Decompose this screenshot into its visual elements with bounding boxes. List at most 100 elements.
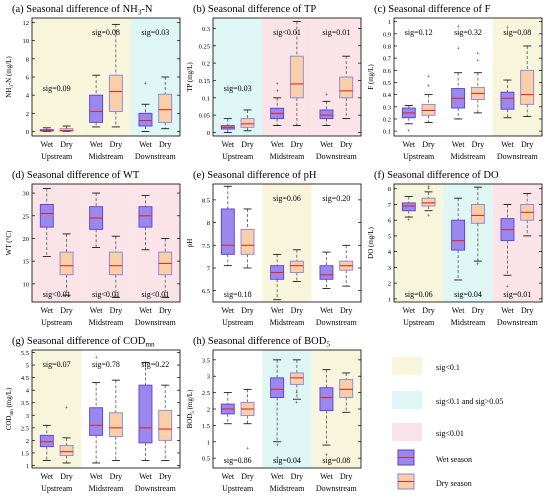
season-label: Wet	[271, 140, 284, 149]
season-label: Wet	[221, 306, 234, 315]
box-body	[451, 219, 466, 251]
significance-label: sig<0.01	[141, 290, 169, 299]
significance-label: sig=0.04	[273, 456, 301, 465]
site-label: Upstream	[403, 152, 435, 161]
box-body	[319, 109, 334, 120]
season-label: Wet	[271, 306, 284, 315]
chart-panel-ph: (e) Seasonal difference of pH 6.5 7 7.5 8 8.5…	[186, 170, 362, 327]
significance-region	[492, 184, 542, 302]
season-label: Dry	[241, 306, 253, 315]
wet-box: ++	[270, 359, 285, 462]
season-label: Wet	[402, 140, 415, 149]
y-tick-label: 0.15	[199, 78, 210, 85]
box-body	[470, 204, 485, 224]
legend-label: Wet season	[436, 455, 472, 464]
y-tick-label: 7.5	[202, 243, 210, 250]
box-body	[59, 251, 74, 276]
y-axis-label: DO (mg/L)	[367, 226, 375, 258]
season-label: Dry	[241, 472, 253, 481]
season-label: Wet	[139, 472, 152, 481]
y-tick-label: 2.5	[21, 425, 29, 432]
outlier-point: +	[275, 89, 279, 95]
y-tick-label: 0.6	[383, 68, 392, 75]
y-tick-label: 0.3	[202, 26, 210, 33]
wet-box	[270, 253, 285, 301]
season-label: Dry	[110, 306, 122, 315]
season-label: Wet	[501, 140, 514, 149]
significance-label: sig=0.06	[405, 290, 433, 299]
y-tick-label: 3.5	[202, 357, 210, 364]
season-label: Wet	[40, 306, 53, 315]
outlier-point: +	[427, 185, 431, 191]
y-tick-label: 4	[26, 93, 30, 100]
y-tick-label: 15	[23, 259, 30, 266]
box-body	[138, 206, 153, 228]
dry-box	[520, 45, 535, 117]
box-body	[59, 444, 74, 456]
box-body	[339, 76, 354, 99]
dry-box	[339, 55, 354, 120]
box-body	[240, 228, 255, 255]
box-body	[289, 260, 304, 273]
outlier-point: +	[295, 391, 299, 397]
wet-box	[220, 185, 235, 267]
season-label: Wet	[221, 140, 234, 149]
site-label: Downstream	[135, 152, 177, 161]
wet-box: +	[319, 369, 334, 459]
y-tick-label: 2	[26, 438, 29, 445]
y-tick-label: 1	[26, 463, 29, 470]
site-label: Upstream	[222, 484, 254, 493]
wet-box	[220, 118, 235, 133]
y-tick-label: 3	[207, 374, 210, 381]
outlier-point: +	[407, 129, 411, 135]
y-tick-label: 4.5	[21, 375, 29, 382]
y-tick-label: 1	[388, 19, 391, 26]
y-tick-label: 0.5	[383, 80, 391, 87]
site-label: Upstream	[41, 484, 73, 493]
y-tick-label: 0.1	[383, 129, 391, 136]
wet-box	[89, 192, 104, 248]
season-label: Dry	[110, 472, 122, 481]
dry-box	[108, 23, 123, 128]
significance-label: sig=0.86	[224, 456, 252, 465]
legend-item: sig<0.1 and sig>0.05	[392, 391, 503, 409]
y-tick-label: 5	[26, 363, 29, 370]
dry-box	[240, 208, 255, 269]
site-label: Upstream	[403, 318, 435, 327]
y-tick-label: 0.9	[383, 31, 391, 38]
y-tick-label: 2	[388, 281, 391, 288]
season-label: Dry	[291, 306, 303, 315]
plot-frame	[212, 17, 362, 137]
season-label: Dry	[60, 306, 72, 315]
site-label: Downstream	[135, 318, 177, 327]
box-body	[289, 55, 304, 99]
wet-box: +	[89, 356, 104, 464]
outlier-point: +	[275, 456, 279, 462]
wet-box	[138, 362, 153, 461]
box-body	[89, 407, 104, 436]
y-axis-label: NH3-N (mg/L)	[5, 56, 15, 98]
season-label: Wet	[90, 472, 103, 481]
plot-frame	[212, 183, 362, 303]
significance-label: sig=0.20	[322, 194, 350, 203]
site-label: Midstream	[89, 484, 124, 493]
dry-box	[289, 249, 304, 282]
box-body	[158, 409, 173, 441]
dry-box: ++	[470, 51, 485, 114]
dry-box	[520, 193, 535, 237]
legend-item: Dry season	[397, 473, 472, 490]
chart-panel-bod5: (h) Seasonal difference of BOD5 0.5 1 1.5 2 2…	[186, 336, 362, 493]
significance-label: sig=0.04	[454, 290, 482, 299]
site-label: Downstream	[135, 484, 177, 493]
significance-label: sig=0.78	[92, 360, 120, 369]
panel-title: (e) Seasonal difference of pH	[193, 170, 317, 181]
outlier-point: +	[427, 84, 431, 90]
outlier-point: +	[476, 262, 480, 268]
significance-label: sig=0.01	[322, 28, 350, 37]
outlier-point: +	[476, 59, 480, 65]
season-label: Wet	[320, 472, 333, 481]
season-label: Dry	[340, 472, 352, 481]
significance-label: sig=0.09	[43, 84, 71, 93]
dry-box: ++	[289, 359, 304, 406]
y-tick-label: 4	[388, 249, 392, 256]
